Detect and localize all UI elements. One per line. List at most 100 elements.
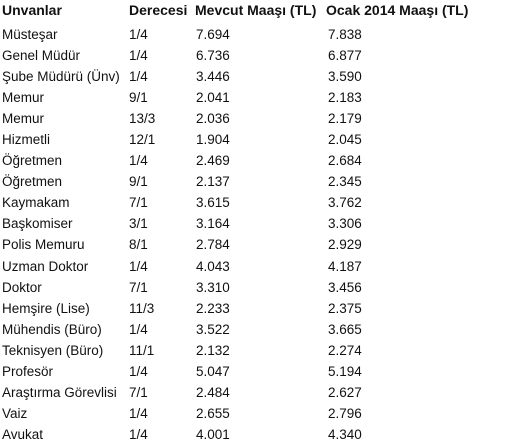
cell-title: Hizmetli bbox=[2, 132, 51, 148]
header-current-salary: Mevcut Maaşı (TL) bbox=[195, 2, 317, 18]
header-grade: Derecesi bbox=[129, 2, 188, 18]
cell-new-salary: 2.179 bbox=[328, 110, 362, 126]
cell-current-salary: 2.784 bbox=[196, 237, 230, 253]
cell-new-salary: 2.684 bbox=[328, 153, 362, 169]
cell-grade: 8/1 bbox=[129, 237, 148, 253]
cell-title: Araştırma Görevlisi bbox=[2, 385, 117, 401]
cell-new-salary: 5.194 bbox=[328, 364, 362, 380]
cell-current-salary: 2.484 bbox=[196, 385, 230, 401]
cell-grade: 7/1 bbox=[129, 195, 148, 211]
cell-grade: 7/1 bbox=[129, 385, 148, 401]
cell-current-salary: 3.446 bbox=[196, 68, 230, 84]
cell-grade: 1/4 bbox=[129, 258, 148, 274]
table-row: Memur 13/3 2.036 2.179 bbox=[2, 108, 492, 129]
cell-new-salary: 6.877 bbox=[328, 47, 362, 63]
cell-current-salary: 6.736 bbox=[196, 47, 230, 63]
cell-current-salary: 2.469 bbox=[196, 153, 230, 169]
table-row: Uzman Doktor 1/4 4.043 4.187 bbox=[2, 256, 492, 277]
cell-current-salary: 5.047 bbox=[196, 364, 230, 380]
cell-current-salary: 2.041 bbox=[196, 89, 230, 105]
table-row: Polis Memuru 8/1 2.784 2.929 bbox=[2, 235, 492, 256]
table-row: Öğretmen 1/4 2.469 2.684 bbox=[2, 151, 492, 172]
table-row: Teknisyen (Büro) 11/1 2.132 2.274 bbox=[2, 340, 492, 361]
cell-current-salary: 4.043 bbox=[196, 258, 230, 274]
cell-new-salary: 2.274 bbox=[328, 342, 362, 358]
cell-title: Kaymakam bbox=[2, 195, 70, 211]
cell-new-salary: 2.627 bbox=[328, 385, 362, 401]
cell-grade: 9/1 bbox=[129, 89, 148, 105]
cell-current-salary: 4.001 bbox=[196, 427, 230, 443]
table-row: Başkomiser 3/1 3.164 3.306 bbox=[2, 214, 492, 235]
cell-new-salary: 3.665 bbox=[328, 321, 362, 337]
table-row: Hizmetli 12/1 1.904 2.045 bbox=[2, 129, 492, 150]
cell-current-salary: 3.615 bbox=[196, 195, 230, 211]
cell-grade: 1/4 bbox=[129, 406, 148, 422]
cell-current-salary: 2.655 bbox=[196, 406, 230, 422]
table-row: Profesör 1/4 5.047 5.194 bbox=[2, 362, 492, 383]
cell-current-salary: 2.132 bbox=[196, 342, 230, 358]
cell-title: Avukat bbox=[2, 427, 44, 443]
cell-grade: 3/1 bbox=[129, 216, 148, 232]
cell-new-salary: 2.796 bbox=[328, 406, 362, 422]
cell-grade: 13/3 bbox=[129, 110, 156, 126]
cell-title: Memur bbox=[2, 110, 45, 126]
cell-grade: 9/1 bbox=[129, 174, 148, 190]
cell-title: Öğretmen bbox=[2, 153, 63, 169]
cell-title: Genel Müdür bbox=[2, 47, 81, 63]
cell-new-salary: 3.306 bbox=[328, 216, 362, 232]
table-row: Memur 9/1 2.041 2.183 bbox=[2, 87, 492, 108]
cell-title: Uzman Doktor bbox=[2, 258, 89, 274]
cell-title: Doktor bbox=[2, 279, 42, 295]
table-row: Şube Müdürü (Ünv) 1/4 3.446 3.590 bbox=[2, 66, 492, 87]
cell-current-salary: 3.522 bbox=[196, 321, 230, 337]
cell-grade: 1/4 bbox=[129, 364, 148, 380]
table-row: Doktor 7/1 3.310 3.456 bbox=[2, 277, 492, 298]
cell-new-salary: 2.183 bbox=[328, 89, 362, 105]
cell-title: Başkomiser bbox=[2, 216, 73, 232]
cell-new-salary: 2.375 bbox=[328, 300, 362, 316]
cell-current-salary: 3.164 bbox=[196, 216, 230, 232]
cell-title: Hemşire (Lise) bbox=[2, 300, 90, 316]
cell-grade: 1/4 bbox=[129, 427, 148, 443]
cell-grade: 12/1 bbox=[129, 132, 156, 148]
cell-new-salary: 2.045 bbox=[328, 132, 362, 148]
cell-current-salary: 2.036 bbox=[196, 110, 230, 126]
salary-table: Unvanlar Derecesi Mevcut Maaşı (TL) Ocak… bbox=[2, 0, 492, 446]
cell-grade: 1/4 bbox=[129, 68, 148, 84]
cell-title: Profesör bbox=[2, 364, 54, 380]
cell-new-salary: 2.929 bbox=[328, 237, 362, 253]
cell-grade: 1/4 bbox=[129, 153, 148, 169]
table-row: Avukat 1/4 4.001 4.340 bbox=[2, 425, 492, 446]
cell-title: Mühendis (Büro) bbox=[2, 321, 102, 337]
cell-title: Memur bbox=[2, 89, 45, 105]
cell-current-salary: 2.137 bbox=[196, 174, 230, 190]
table-row: Müsteşar 1/4 7.694 7.838 bbox=[2, 24, 492, 45]
table-row: Mühendis (Büro) 1/4 3.522 3.665 bbox=[2, 319, 492, 340]
cell-grade: 1/4 bbox=[129, 26, 148, 42]
table-row: Araştırma Görevlisi 7/1 2.484 2.627 bbox=[2, 383, 492, 404]
cell-new-salary: 3.456 bbox=[328, 279, 362, 295]
cell-new-salary: 2.345 bbox=[328, 174, 362, 190]
cell-current-salary: 3.310 bbox=[196, 279, 230, 295]
cell-title: Teknisyen (Büro) bbox=[2, 342, 104, 358]
cell-new-salary: 4.187 bbox=[328, 258, 362, 274]
cell-grade: 7/1 bbox=[129, 279, 148, 295]
header-new-salary: Ocak 2014 Maaşı (TL) bbox=[326, 2, 469, 18]
cell-current-salary: 2.233 bbox=[196, 300, 230, 316]
table-body: Müsteşar 1/4 7.694 7.838 Genel Müdür 1/4 6.736… bbox=[2, 24, 492, 446]
table-row: Kaymakam 7/1 3.615 3.762 bbox=[2, 193, 492, 214]
cell-grade: 1/4 bbox=[129, 321, 148, 337]
cell-title: Vaiz bbox=[2, 406, 28, 422]
header-title: Unvanlar bbox=[2, 2, 62, 18]
table-header-row: Unvanlar Derecesi Mevcut Maaşı (TL) Ocak… bbox=[2, 0, 492, 24]
cell-grade: 11/3 bbox=[129, 300, 155, 316]
cell-title: Polis Memuru bbox=[2, 237, 85, 253]
table-row: Öğretmen 9/1 2.137 2.345 bbox=[2, 172, 492, 193]
cell-title: Şube Müdürü (Ünv) bbox=[2, 68, 120, 84]
cell-grade: 11/1 bbox=[129, 342, 155, 358]
cell-current-salary: 1.904 bbox=[196, 132, 230, 148]
table-row: Hemşire (Lise) 11/3 2.233 2.375 bbox=[2, 298, 492, 319]
table-row: Vaiz 1/4 2.655 2.796 bbox=[2, 404, 492, 425]
table-row: Genel Müdür 1/4 6.736 6.877 bbox=[2, 45, 492, 66]
cell-title: Müsteşar bbox=[2, 26, 58, 42]
